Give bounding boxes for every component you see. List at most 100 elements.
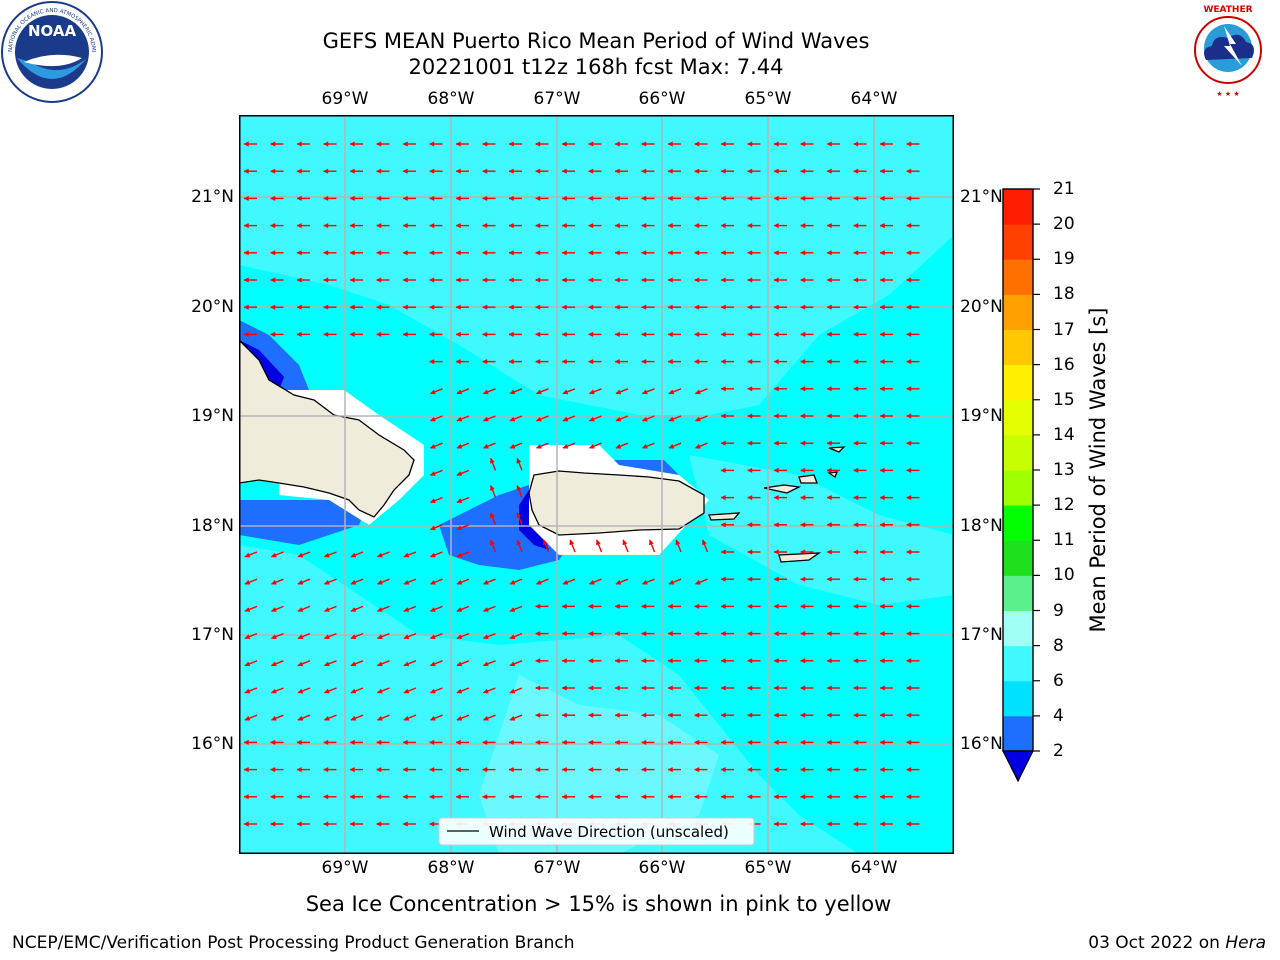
wind-wave-arrowhead	[667, 223, 673, 229]
wind-wave-arrowhead	[455, 168, 461, 174]
wind-wave-arrowhead	[490, 512, 495, 519]
wind-wave-arrowhead	[587, 304, 594, 310]
wind-wave-arrowhead	[587, 250, 594, 256]
wind-wave-arrowhead	[905, 603, 912, 609]
wind-wave-arrowhead	[826, 549, 832, 555]
wind-wave-arrowhead	[746, 168, 753, 174]
wind-wave-arrowhead	[402, 141, 408, 147]
wind-wave-arrowhead	[428, 195, 435, 201]
wind-wave-arrowhead	[905, 304, 912, 310]
wind-wave-arrowhead	[402, 250, 408, 256]
wind-wave-arrowhead	[773, 141, 779, 147]
period-contours-light	[239, 115, 954, 854]
wind-wave-arrowhead	[297, 634, 304, 640]
wind-wave-arrowhead	[350, 579, 357, 585]
wind-wave-arrowhead	[269, 739, 276, 745]
wind-wave-arrowhead	[481, 250, 488, 256]
wind-wave-arrowhead	[349, 739, 355, 745]
wind-wave-arrowhead	[615, 443, 622, 449]
wind-wave-arrowhead	[693, 603, 700, 609]
wind-wave-arrowhead	[905, 658, 912, 664]
wind-wave-arrowhead	[693, 331, 700, 337]
nws-logo: WEATHER ★ ★ ★	[1181, 3, 1275, 98]
wind-wave-arrowhead	[852, 739, 859, 745]
wind-wave-arrowhead	[403, 607, 410, 612]
wind-wave-arrowhead	[720, 603, 726, 609]
wind-wave-arrowhead	[879, 712, 885, 718]
wind-wave-arrowhead	[296, 195, 302, 201]
wind-wave-arrowhead	[349, 141, 355, 147]
wind-wave-arrowhead	[905, 767, 912, 773]
wind-wave-arrowhead	[587, 658, 594, 664]
wind-wave-arrowhead	[270, 715, 277, 721]
wind-wave-arrowhead	[773, 739, 779, 745]
lat-label-left: 18°N	[191, 516, 234, 536]
wind-wave-arrowhead	[826, 467, 832, 473]
wind-wave-arrowhead	[243, 821, 249, 827]
wind-wave-arrowhead	[509, 607, 516, 612]
wind-wave-arrowhead	[428, 250, 435, 256]
wind-wave-arrowhead	[667, 739, 673, 745]
wind-wave-arrowhead	[720, 685, 726, 691]
svg-text:★ ★ ★: ★ ★ ★	[1216, 90, 1239, 98]
wind-wave-arrowhead	[509, 688, 516, 694]
wind-wave-arrowhead	[456, 688, 463, 694]
wind-wave-arrowhead	[428, 739, 435, 745]
wind-wave-arrowhead	[403, 579, 410, 585]
wind-wave-arrowhead	[587, 603, 594, 609]
wind-wave-arrowhead	[402, 304, 408, 310]
colorbar-tick-label: 15	[1053, 389, 1075, 410]
wind-wave-arrowhead	[516, 539, 522, 546]
wind-wave-arrowhead	[296, 168, 302, 174]
wind-wave-arrowhead	[746, 495, 753, 501]
wind-wave-arrowhead	[746, 739, 753, 745]
wind-wave-arrowhead	[508, 767, 514, 773]
wind-wave-arrowhead	[852, 794, 859, 800]
wind-wave-arrowhead	[667, 712, 673, 718]
wind-wave-arrowhead	[455, 304, 461, 310]
wind-wave-arrowhead	[561, 331, 567, 337]
colorbar-band	[1003, 645, 1033, 682]
wind-wave-arrowhead	[667, 603, 673, 609]
wind-wave-arrowhead	[350, 715, 357, 721]
wind-wave-arrowhead	[561, 794, 567, 800]
wind-wave-arrowhead	[508, 359, 514, 365]
colorbar-band	[1003, 434, 1033, 471]
wind-wave-arrowhead	[667, 250, 673, 256]
wind-wave-arrowhead	[456, 607, 463, 612]
wind-wave-arrowhead	[428, 304, 435, 310]
wind-wave-arrowhead	[826, 223, 832, 229]
wind-wave-arrowhead	[879, 495, 885, 501]
wind-wave-arrowhead	[826, 712, 832, 718]
wind-wave-arrowhead	[746, 386, 753, 392]
wind-wave-arrowhead	[746, 359, 753, 365]
wind-wave-arrowhead	[879, 467, 885, 473]
wind-wave-arrowhead	[826, 413, 832, 419]
wind-wave-arrowhead	[561, 359, 567, 365]
wind-wave-arrowhead	[693, 223, 700, 229]
wind-wave-arrowhead	[852, 223, 859, 229]
wind-wave-arrowhead	[296, 277, 302, 283]
wind-wave-arrowhead	[720, 413, 726, 419]
lon-label-top: 65°W	[744, 89, 792, 109]
wind-wave-arrowhead	[429, 579, 436, 585]
wind-wave-arrowhead	[641, 416, 648, 422]
wind-wave-arrowhead	[640, 141, 647, 147]
wind-wave-arrowhead	[799, 195, 806, 201]
wind-wave-arrowhead	[614, 250, 620, 256]
lon-label-bottom: 65°W	[744, 858, 792, 878]
wind-wave-arrowhead	[534, 195, 541, 201]
wind-wave-arrowhead	[535, 416, 542, 422]
wind-wave-arrowhead	[429, 688, 436, 694]
wind-wave-arrowhead	[455, 250, 461, 256]
wind-wave-arrowhead	[667, 304, 673, 310]
wind-wave-arrowhead	[826, 603, 832, 609]
wind-wave-arrowhead	[826, 495, 832, 501]
wind-wave-arrowhead	[799, 250, 806, 256]
wind-wave-arrowhead	[746, 195, 753, 201]
wind-wave-arrowhead	[720, 712, 726, 718]
wind-wave-arrowhead	[826, 576, 832, 582]
wind-wave-arrowhead	[852, 168, 859, 174]
wind-wave-arrowhead	[667, 685, 673, 691]
wind-wave-arrowhead	[746, 331, 753, 337]
